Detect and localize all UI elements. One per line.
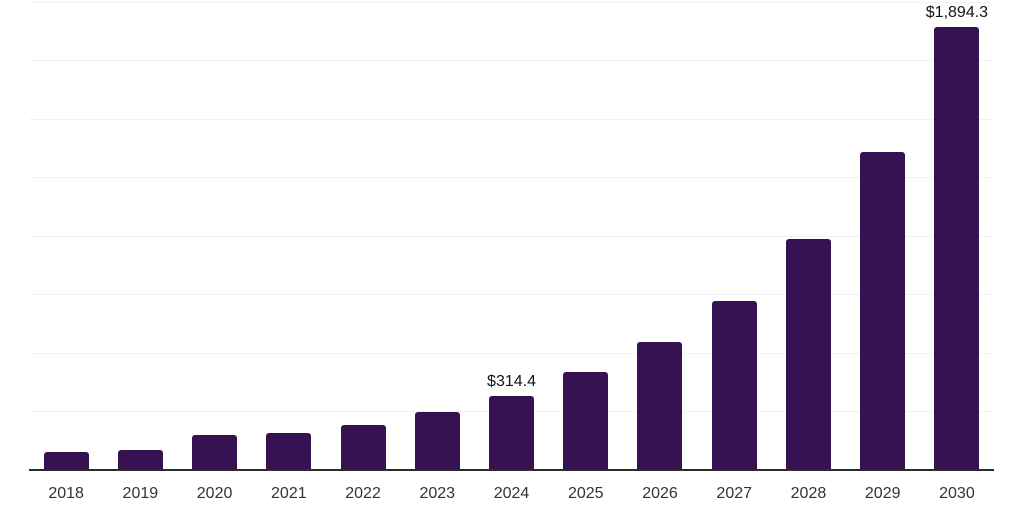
gridline-750 — [29, 294, 994, 295]
x-tick-2022: 2022 — [345, 485, 381, 502]
bar-2030 — [934, 26, 980, 470]
x-tick-2026: 2026 — [642, 485, 678, 502]
gridline-2000 — [29, 1, 994, 3]
bar-2025 — [563, 372, 609, 470]
x-tick-2019: 2019 — [122, 485, 159, 502]
bar-group-2025 — [549, 2, 623, 470]
bar-group-2028 — [771, 2, 845, 470]
bar-group-2029 — [846, 2, 920, 470]
bar-2024 — [489, 396, 535, 470]
x-tick-2023: 2023 — [419, 485, 456, 502]
bar-value-label-2024: $314.4 — [487, 373, 536, 391]
x-tick-2028: 2028 — [790, 485, 827, 502]
bar-group-2027 — [697, 2, 771, 470]
bar-2022 — [340, 425, 386, 470]
gridline-1000 — [29, 235, 994, 237]
x-tick-2020: 2020 — [196, 485, 233, 502]
bar-2019 — [117, 449, 163, 470]
plot-area: $314.4 $1,894.3 — [29, 1, 994, 470]
bar-2028 — [785, 239, 831, 470]
bar-group-2024: $314.4 — [474, 2, 548, 470]
x-tick-2018: 2018 — [48, 485, 84, 502]
gridline-1750 — [29, 60, 994, 61]
bar-2023 — [414, 412, 460, 470]
bar-2018 — [43, 452, 89, 470]
x-tick-2021: 2021 — [271, 485, 307, 502]
bar-group-2020 — [177, 2, 251, 470]
bar-2020 — [192, 434, 238, 470]
bar-2027 — [711, 300, 757, 470]
x-tick-2025: 2025 — [567, 485, 604, 502]
bar-group-2019 — [103, 2, 177, 470]
bar-value-label-2030: $1,894.3 — [925, 3, 989, 21]
x-tick-2029: 2029 — [864, 485, 901, 502]
x-axis-line — [29, 469, 994, 471]
x-tick-2027: 2027 — [716, 485, 753, 502]
x-tick-2030: 2030 — [939, 485, 975, 502]
bar-2021 — [266, 433, 312, 470]
bar-2026 — [637, 341, 683, 470]
gridline-1250 — [29, 177, 994, 178]
bar-group-2022 — [326, 2, 400, 470]
x-axis-labels: 2018 2019 2020 2021 2022 2023 2024 2025 2026 2027… — [29, 485, 994, 505]
bar-group-2023 — [400, 2, 474, 470]
bar-2029 — [860, 152, 906, 470]
bar-group-2021 — [252, 2, 326, 470]
gridline-1500 — [29, 118, 994, 120]
bar-group-2030: $1,894.3 — [920, 2, 994, 470]
bars: $314.4 $1,894.3 — [29, 2, 994, 470]
x-tick-2024: 2024 — [493, 485, 530, 502]
bar-group-2018 — [29, 2, 103, 470]
bar-group-2026 — [623, 2, 697, 470]
gridline-500 — [29, 352, 994, 354]
